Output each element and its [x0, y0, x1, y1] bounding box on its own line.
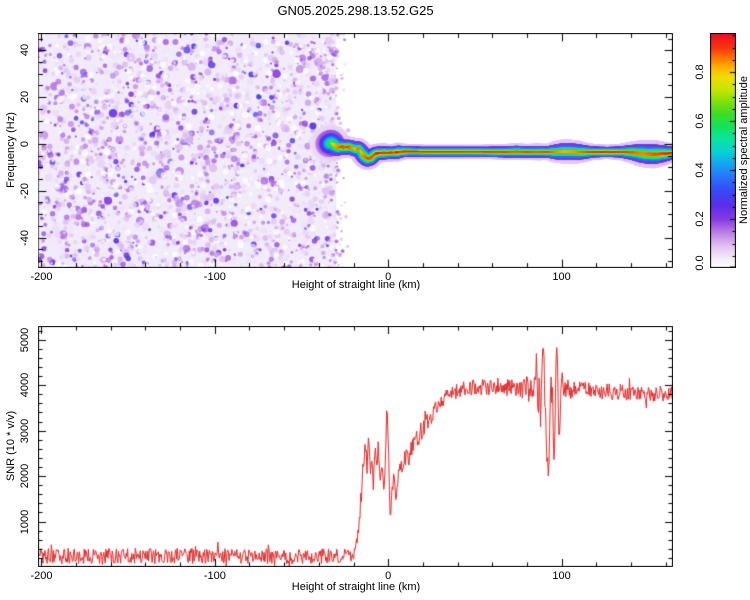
spectrogram-x-tick-label: 100: [552, 271, 571, 283]
spectrogram-y-tick-label: -40: [19, 229, 31, 246]
figure-title: GN05.2025.298.13.52.G25: [277, 3, 434, 18]
spectrogram-panel: [38, 33, 673, 268]
snr-x-tick-label: -200: [30, 570, 53, 582]
snr-x-tick-label: 100: [552, 570, 571, 582]
colorbar-title: Normalized spectral amplitude: [738, 76, 750, 224]
spectrogram-x-axis-title: Height of straight line (km): [291, 279, 421, 291]
colorbar: [710, 33, 736, 268]
spectrogram-y-tick-label: 0: [19, 140, 31, 147]
spectrogram-x-tick-label: -200: [30, 271, 53, 283]
snr-y-tick-label: 2000: [19, 463, 31, 489]
snr-panel: [38, 326, 673, 567]
snr-x-tick-label: 0: [385, 570, 392, 582]
colorbar-tick-label: 0.8: [694, 64, 706, 80]
snr-x-axis-title: Height of straight line (km): [291, 581, 421, 593]
spectrogram-x-tick-label: -100: [203, 271, 226, 283]
colorbar-tick-label: 0.4: [694, 162, 706, 178]
colorbar-tick-label: 0.2: [694, 211, 706, 227]
colorbar-tick-label: 0.6: [694, 113, 706, 129]
snr-y-tick-label: 4000: [19, 372, 31, 398]
spectrogram-x-tick-label: 0: [385, 271, 392, 283]
spectrogram-y-tick-label: 40: [19, 44, 31, 57]
snr-y-tick-label: 3000: [19, 418, 31, 443]
snr-y-tick-label: 1000: [19, 509, 31, 534]
snr-y-tick-label: 5000: [19, 327, 31, 352]
spectrogram-y-axis-title: Frequency (Hz): [5, 112, 17, 188]
snr-y-axis-title: SNR (10 * v/v): [5, 410, 17, 482]
spectrogram-y-tick-label: 20: [19, 91, 31, 104]
colorbar-tick-label: 0.0: [694, 255, 706, 271]
spectrogram-y-tick-label: -20: [19, 182, 31, 199]
snr-x-tick-label: -100: [203, 570, 226, 582]
